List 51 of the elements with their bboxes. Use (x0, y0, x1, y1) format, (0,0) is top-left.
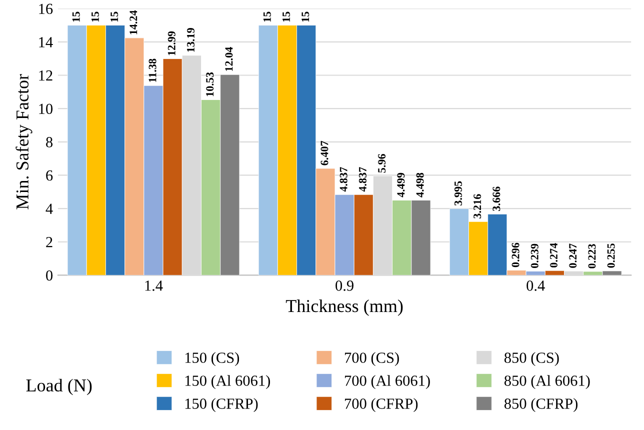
data-label: 15 (282, 12, 290, 22)
data-label: 3.995 (454, 181, 462, 206)
data-label: 3.666 (492, 186, 500, 211)
data-label: 15 (110, 12, 118, 22)
legend-label: 700 (Al 6061) (344, 375, 430, 389)
y-tick-label: 14 (39, 37, 53, 48)
y-tick-label: 4 (46, 204, 53, 214)
legend-label: 850 (CS) (504, 352, 559, 366)
data-label: 0.247 (569, 244, 577, 268)
data-label: 11.38 (148, 58, 156, 82)
legend-label: 150 (CFRP) (185, 398, 258, 412)
legend-label: 150 (CS) (185, 352, 240, 366)
data-label: 0.239 (530, 244, 538, 268)
data-label: 15 (72, 12, 80, 22)
data-label: 4.499 (397, 172, 405, 198)
data-label: 0.296 (512, 242, 520, 268)
data-label: 0.274 (550, 243, 558, 268)
y-tick-label: 12 (39, 70, 52, 81)
data-label: 5.96 (378, 154, 386, 173)
legend-label: 850 (CFRP) (504, 398, 578, 412)
data-label: 4.498 (416, 172, 424, 198)
data-label: 0.255 (607, 244, 615, 268)
legend-label: 850 (Al 6061) (504, 375, 590, 389)
y-tick-label: 0 (46, 270, 53, 281)
data-label: 15 (263, 12, 271, 22)
y-tick-label: 6 (46, 170, 53, 181)
data-label: 15 (302, 12, 310, 22)
x-tick-label: 0.4 (526, 280, 545, 291)
data-label: 12.04 (225, 47, 233, 71)
x-tick-label: 0.9 (336, 280, 354, 291)
data-label: 3.216 (474, 194, 482, 218)
y-axis-title: Min. Safety Factor (16, 74, 32, 210)
data-label: 4.837 (358, 167, 366, 192)
y-tick-label: 8 (46, 137, 53, 148)
legend-label: 700 (CFRP) (344, 398, 418, 412)
data-label: 0.223 (588, 244, 596, 268)
x-axis-title: Thickness (mm) (286, 299, 403, 316)
data-label: 4.837 (340, 167, 348, 192)
legend-title: Load (N) (26, 378, 92, 396)
data-label: 14.24 (130, 10, 138, 34)
legend-label: 700 (CS) (344, 352, 399, 366)
y-tick-label: 10 (39, 104, 53, 114)
data-label: 6.407 (320, 140, 328, 166)
y-tick-label: 2 (46, 237, 52, 248)
y-tick-label: 16 (39, 4, 53, 14)
data-label: 10.53 (206, 72, 214, 96)
x-tick-label: 1.4 (145, 280, 163, 291)
data-label: 13.19 (187, 28, 195, 52)
data-label: 12.99 (168, 31, 176, 56)
legend-label: 150 (Al 6061) (185, 375, 270, 389)
data-label: 15 (92, 12, 99, 22)
